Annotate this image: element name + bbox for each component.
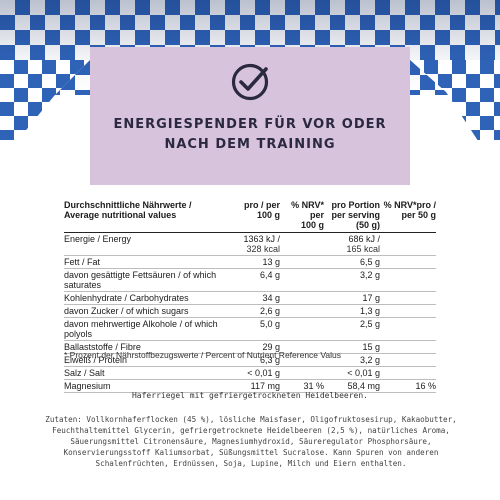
row-value-100: 117 mg xyxy=(250,381,280,391)
ingredients-line: Zutaten: Vollkornhaferflocken (45 %), lö… xyxy=(45,415,457,424)
row-value-portion: 2,5 g xyxy=(359,319,380,329)
headline: ENERGIESPENDER FÜR VOR ODER NACH DEM TRA… xyxy=(90,115,410,155)
row-value-portion: < 0,01 g xyxy=(347,368,380,378)
table-row: Fett / Fat 13 g 6,5 g xyxy=(64,256,436,269)
row-value-portion-kcal: 165 kcal xyxy=(346,244,380,254)
row-nrv-100 xyxy=(280,368,324,378)
table-row: davon Zucker / of which sugars 2,6 g 1,3… xyxy=(64,305,436,318)
header-label-en: Average nutritional values xyxy=(64,210,177,220)
row-nrv-portion: 16 % xyxy=(415,381,436,391)
header-portion-l3: (50 g) xyxy=(355,220,380,230)
row-nrv-100: 31 % xyxy=(303,381,324,391)
row-value-portion: 686 kJ / xyxy=(348,234,380,244)
row-value-portion: 1,3 g xyxy=(359,306,380,316)
header-nrv100-l1: % NRV* per xyxy=(291,200,324,220)
row-value-portion: 15 g xyxy=(362,342,380,352)
ingredients-line: Säuerungsmittel Citronensäure, Magnesium… xyxy=(70,437,432,446)
row-nrv-portion xyxy=(380,355,436,365)
row-label: davon Zucker / of which sugars xyxy=(64,306,189,316)
row-value-portion: 17 g xyxy=(362,293,380,303)
row-label: davon gesättigte Fettsäuren / of which s… xyxy=(64,270,217,290)
row-nrv-100 xyxy=(280,234,324,254)
row-value-portion: 58,4 mg xyxy=(347,381,380,391)
row-nrv-100 xyxy=(280,319,324,339)
row-value-100-kcal: 328 kcal xyxy=(246,244,280,254)
headline-line-2: NACH DEM TRAINING xyxy=(164,137,336,152)
row-value-100: 6,3 g xyxy=(259,355,280,365)
row-value-100: 5,0 g xyxy=(259,319,280,329)
row-value-100: < 0,01 g xyxy=(247,368,280,378)
row-label: Kohlenhydrate / Carbohydrates xyxy=(64,293,189,303)
row-label: Ballaststoffe / Fibre xyxy=(64,342,141,352)
row-value-portion: 3,2 g xyxy=(359,270,380,280)
table-header: Durchschnittliche Nährwerte / Average nu… xyxy=(64,200,436,233)
nutrition-table: Durchschnittliche Nährwerte / Average nu… xyxy=(64,200,436,393)
ingredients-line: Konservierungsstoff Kaliumsorbat, Süßung… xyxy=(63,448,439,457)
row-nrv-100 xyxy=(280,306,324,316)
header-portion-l2: per serving xyxy=(331,210,380,220)
table-row: Ballaststoffe / Fibre 29 g 15 g xyxy=(64,341,436,354)
table-row: davon mehrwertige Alkohole / of which po… xyxy=(64,318,436,341)
table-row: Magnesium 117 mg 31 % 58,4 mg 16 % xyxy=(64,380,436,393)
headline-line-1: ENERGIESPENDER FÜR VOR ODER xyxy=(113,117,387,132)
row-label: Magnesium xyxy=(64,381,111,391)
table-row: davon gesättigte Fettsäuren / of which s… xyxy=(64,269,436,292)
row-value-100: 13 g xyxy=(262,257,280,267)
row-nrv-portion xyxy=(380,306,436,316)
row-value-portion: 3,2 g xyxy=(359,355,380,365)
row-label: Energie / Energy xyxy=(64,234,132,244)
header-nrv50-l1: % NRV*pro / xyxy=(383,200,436,210)
cloth-fold-left xyxy=(0,60,90,140)
row-label: Salz / Salt xyxy=(64,368,105,378)
header-label-de: Durchschnittliche Nährwerte / xyxy=(64,200,192,210)
row-nrv-portion xyxy=(380,270,436,290)
header-per100-l1: pro / per xyxy=(243,200,280,210)
ingredients-line: Schalenfrüchten, Erdnüssen, Soja, Lupine… xyxy=(95,459,407,468)
table-row: Energie / Energy 1363 kJ /328 kcal 686 k… xyxy=(64,233,436,256)
header-nrv100-l2: 100 g xyxy=(300,220,324,230)
row-value-100: 6,4 g xyxy=(259,270,280,280)
table-row: Salz / Salt < 0,01 g < 0,01 g xyxy=(64,367,436,380)
table-row: Eiweiß / Protein 6,3 g 3,2 g xyxy=(64,354,436,367)
row-nrv-100 xyxy=(280,257,324,267)
row-nrv-portion xyxy=(380,257,436,267)
row-value-100: 34 g xyxy=(262,293,280,303)
row-label: Eiweiß / Protein xyxy=(64,355,128,365)
row-nrv-portion xyxy=(380,342,436,352)
header-portion-l1: pro Portion xyxy=(331,200,381,210)
row-nrv-portion xyxy=(380,293,436,303)
row-value-100: 29 g xyxy=(262,342,280,352)
row-value-100: 1363 kJ / xyxy=(243,234,280,244)
row-nrv-portion xyxy=(380,368,436,378)
headline-banner: ENERGIESPENDER FÜR VOR ODER NACH DEM TRA… xyxy=(90,47,410,185)
row-nrv-portion xyxy=(380,234,436,254)
row-value-100: 2,6 g xyxy=(259,306,280,316)
header-nrv50-l2: per 50 g xyxy=(401,210,436,220)
ingredients-line: Feuchthaltemittel Glycerin, gefriergetro… xyxy=(52,426,450,435)
row-nrv-100 xyxy=(280,270,324,290)
cloth-fold-right xyxy=(410,60,500,140)
row-label: Fett / Fat xyxy=(64,257,101,267)
row-value-portion: 6,5 g xyxy=(359,257,380,267)
row-nrv-portion xyxy=(380,319,436,339)
row-label: davon mehrwertige Alkohole / of which po… xyxy=(64,319,218,339)
table-row: Kohlenhydrate / Carbohydrates 34 g 17 g xyxy=(64,292,436,305)
product-description: Haferriegel mit gefriergetrockneten Heid… xyxy=(131,391,368,400)
header-per100-l2: 100 g xyxy=(256,210,280,220)
row-nrv-100 xyxy=(280,293,324,303)
nrv-footnote: * Prozent der Nährstoffbezugswerte / Per… xyxy=(64,350,342,360)
check-circle-icon xyxy=(231,63,269,101)
ingredients-text: Zutaten: Vollkornhaferflocken (45 %), lö… xyxy=(28,414,474,469)
